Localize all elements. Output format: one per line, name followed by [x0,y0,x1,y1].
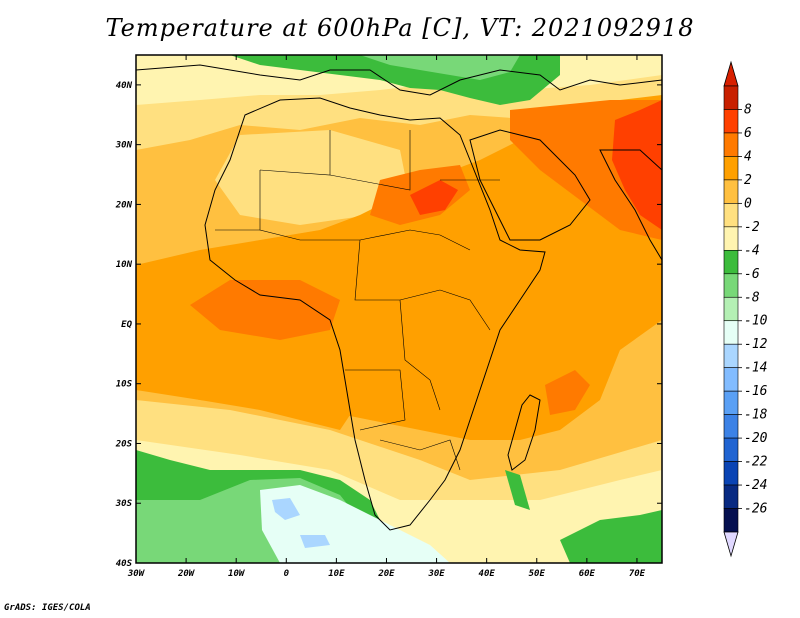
colorbar-label: -2 [744,220,760,235]
lat-tick-label: 10S [116,380,133,390]
field-orange-dark-sahel [190,280,340,340]
grads-credit: GrADS: IGES/COLA [4,603,91,613]
colorbar-label: 2 [744,173,752,188]
border-2 [329,130,411,191]
lat-axis: 40N 30N 20N 10N EQ 10S 20S 30S 40S [115,81,662,569]
india-coastline [599,149,662,261]
colorbar-swatch [723,343,739,368]
colorbar-label: 0 [744,196,752,211]
lon-tick-label: 10W [228,569,246,579]
border-5 [354,239,441,301]
field-sahara-yellow [215,130,410,225]
lon-tick-label: 30E [427,569,445,579]
lon-tick-label: 30W [127,569,146,579]
colorbar-label: 8 [744,102,752,117]
colorbar-swatch [723,414,739,439]
colorbar-swatch [723,461,739,486]
colorbar-label: -24 [744,478,767,493]
colorbar-swatch [723,484,739,509]
border-4 [359,229,471,251]
colorbar-label: -22 [744,455,768,470]
colorbar-swatch [723,109,739,134]
colorbar-swatch [723,320,739,345]
coastlines [136,64,662,531]
temperature-field [136,55,662,563]
colorbar-swatch [723,132,739,157]
colorbar-label: -20 [744,431,768,446]
border-9 [439,289,491,331]
colorbar-swatch [723,367,739,392]
colorbar-label: -18 [744,408,768,423]
lat-tick-label: 10N [116,260,133,270]
colorbar-lower-arrow [723,531,739,558]
colorbar-label: -14 [744,361,767,376]
field-orange-west-ocean [136,280,360,430]
lat-tick-label: 30S [115,499,133,509]
colorbar-label: -16 [744,384,768,399]
field-light-blue-spot [272,498,300,520]
lat-tick-label: 40S [116,559,133,569]
colorbar-swatch [723,203,739,228]
lon-axis: 30W 20W 10W 0 10E 20E 30E 40E 50E 60E 70E [127,55,646,579]
border-6 [399,299,441,411]
lon-tick-label: 70E [629,569,646,579]
field-green-south-indian [560,510,662,563]
madagascar-coastline [507,394,541,471]
field-red-sudan [410,180,458,215]
colorbar-label: -26 [744,502,768,517]
lon-tick-label: 20E [377,569,395,579]
colorbar-swatch [723,226,739,251]
colorbar: 8 6 4 2 0 -2 -4 -6 -8 -10 -12 -14 -16 -18 -20 -22 -24 -26 [723,60,768,558]
lon-tick-label: 40E [479,569,496,579]
colorbar-upper-arrow [723,60,739,87]
colorbar-swatch [723,273,739,298]
plot-frame [135,54,663,564]
colorbar-label: -4 [744,243,760,258]
lon-tick-label: 60E [579,569,596,579]
lat-tick-label: 40N [116,81,133,91]
lon-tick-label: 0 [284,569,290,579]
colorbar-swatch [723,296,739,322]
field-light-blue-spot-2 [300,535,330,548]
country-borders [215,130,500,471]
lat-tick-label: EQ [121,320,132,330]
colorbar-label: -12 [744,337,768,352]
field-red-india [612,100,662,230]
colorbar-label: 4 [744,149,752,164]
africa-coastline [204,97,546,531]
colorbar-swatch [723,437,739,462]
field-orange-dark-ocean [545,370,590,415]
lon-tick-label: 50E [529,569,546,579]
colorbar-label: 6 [744,126,752,141]
colorbar-swatch [723,508,739,533]
field-lightgreen-north [360,55,520,80]
lon-tick-label: 20W [177,569,196,579]
lon-tick-label: 10E [328,569,345,579]
lat-tick-label: 20N [115,200,133,210]
lat-tick-label: 30N [115,141,133,151]
lat-tick-label: 20S [115,439,133,449]
colorbar-swatch [723,390,739,415]
colorbar-swatch [723,156,739,181]
border-8 [379,439,461,471]
colorbar-swatch [723,179,739,204]
border-7 [345,369,406,431]
colorbar-label: -6 [744,267,760,282]
arabia-coastline [469,129,591,241]
field-green-mozambique [505,470,530,510]
colorbar-swatch [723,85,739,110]
page-title: Temperature at 600hPa [C], VT: 202109291… [105,14,695,42]
colorbar-label: -10 [744,314,768,329]
europe-coastline [136,64,662,96]
colorbar-label: -8 [744,290,760,305]
colorbar-swatch [723,250,739,275]
border-3 [259,170,360,241]
